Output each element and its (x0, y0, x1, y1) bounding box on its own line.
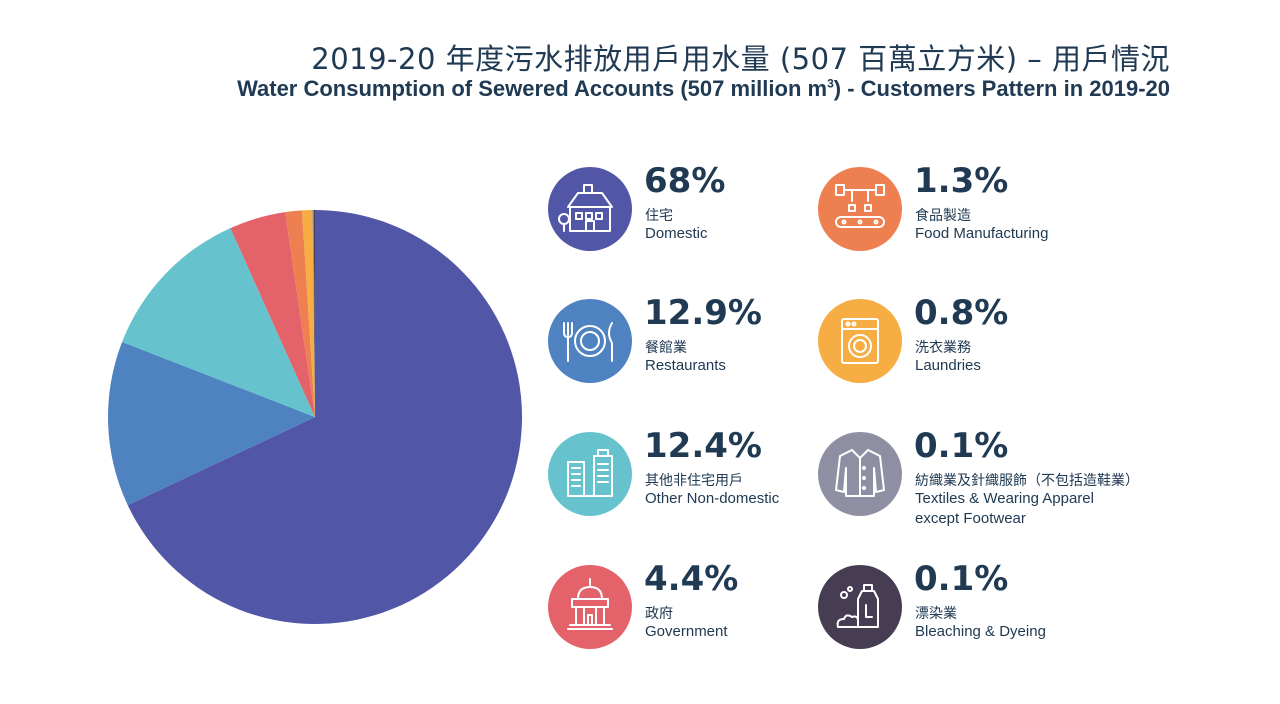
legend-label-zh: 住宅 (645, 208, 673, 224)
legend-label-zh: 其他非住宅用戶 (645, 473, 743, 489)
legend-item-restaurants: 12.9% 餐館業 Restaurants (548, 293, 848, 399)
legend-swatch (548, 299, 632, 383)
dining-plate-icon (563, 322, 613, 362)
legend-percent: 12.4% (644, 426, 762, 466)
legend-label-zh: 食品製造 (915, 208, 971, 224)
legend-label-en: Food Manufacturing (915, 225, 1049, 242)
pie-slice-textiles-wearing-apparel (312, 210, 315, 417)
legend-swatch (548, 432, 632, 516)
title-en-superscript: 3 (827, 76, 834, 91)
house-icon (558, 184, 613, 232)
legend-label-zh: 政府 (645, 606, 673, 622)
legend-swatch (818, 432, 902, 516)
legend-percent: 68% (644, 161, 726, 201)
pie-slice-laundries (302, 210, 315, 417)
washing-machine-icon (841, 318, 879, 364)
legend-label-en: Other Non-domestic (645, 490, 780, 507)
jacket-icon (835, 449, 885, 497)
legend-label-zh: 紡織業及針織服飾（不包括造鞋業） (915, 473, 1139, 489)
legend-swatch (818, 299, 902, 383)
legend-item-other-non-domestic: 12.4% 其他非住宅用戶 Other Non-domestic (548, 426, 848, 532)
legend-label-en: Government (645, 623, 728, 640)
legend-label-zh: 洗衣業務 (915, 340, 971, 356)
legend-item-domestic: 68% 住宅 Domestic (548, 161, 848, 267)
legend-item-textiles: 0.1% 紡織業及針織服飾（不包括造鞋業） Textiles & Wearing… (818, 426, 1139, 532)
pie-slice-restaurants (107, 342, 315, 506)
legend-percent: 4.4% (644, 559, 739, 599)
legend-percent: 0.1% (914, 559, 1009, 599)
pie-slice-food-manufacturing (285, 210, 315, 417)
title-en-main: Water Consumption of Sewered Accounts (5… (237, 76, 828, 101)
legend-percent: 0.8% (914, 293, 1009, 333)
chart-title-zh: 2019-20 年度污水排放用戶用水量 (507 百萬立方米) – 用戶情況 (311, 42, 1170, 76)
legend-label-en-line1: Textiles & Wearing Apparel (915, 490, 1094, 507)
pie-slice-government (230, 212, 315, 417)
government-building-icon (567, 578, 613, 630)
pie-slice-bleaching-dyeing (313, 210, 315, 417)
legend-percent: 1.3% (914, 161, 1009, 201)
title-en-tail: ) - Customers Pattern in 2019-20 (833, 76, 1170, 101)
legend-swatch (548, 167, 632, 251)
legend-item-bleaching-dyeing: 0.1% 漂染業 Bleaching & Dyeing (818, 559, 1118, 665)
legend-item-food-manufacturing: 1.3% 食品製造 Food Manufacturing (818, 161, 1118, 267)
pie-slice-other-non-domestic (122, 228, 315, 417)
factory-conveyor-icon (835, 184, 885, 228)
legend-item-laundries: 0.8% 洗衣業務 Laundries (818, 293, 1118, 399)
legend-label-en-line2: except Footwear (915, 510, 1026, 527)
pie-chart (107, 210, 522, 624)
legend-swatch (818, 167, 902, 251)
pie-slice-domestic (127, 210, 522, 624)
legend-percent: 0.1% (914, 426, 1009, 466)
legend-label-en: Laundries (915, 357, 981, 374)
legend-label-zh: 餐館業 (645, 340, 687, 356)
legend-label-en: Domestic (645, 225, 708, 242)
office-buildings-icon (567, 449, 613, 497)
legend-label-en: Bleaching & Dyeing (915, 623, 1046, 640)
legend-swatch (818, 565, 902, 649)
legend-label-en: Restaurants (645, 357, 726, 374)
legend-swatch (548, 565, 632, 649)
legend-label-en: Textiles & Wearing Apparel except Footwea… (915, 489, 1094, 529)
legend-label-zh: 漂染業 (915, 606, 957, 622)
detergent-bottle-icon (836, 584, 879, 628)
legend-item-government: 4.4% 政府 Government (548, 559, 848, 665)
legend-percent: 12.9% (644, 293, 762, 333)
chart-title-en: Water Consumption of Sewered Accounts (5… (237, 76, 1170, 102)
